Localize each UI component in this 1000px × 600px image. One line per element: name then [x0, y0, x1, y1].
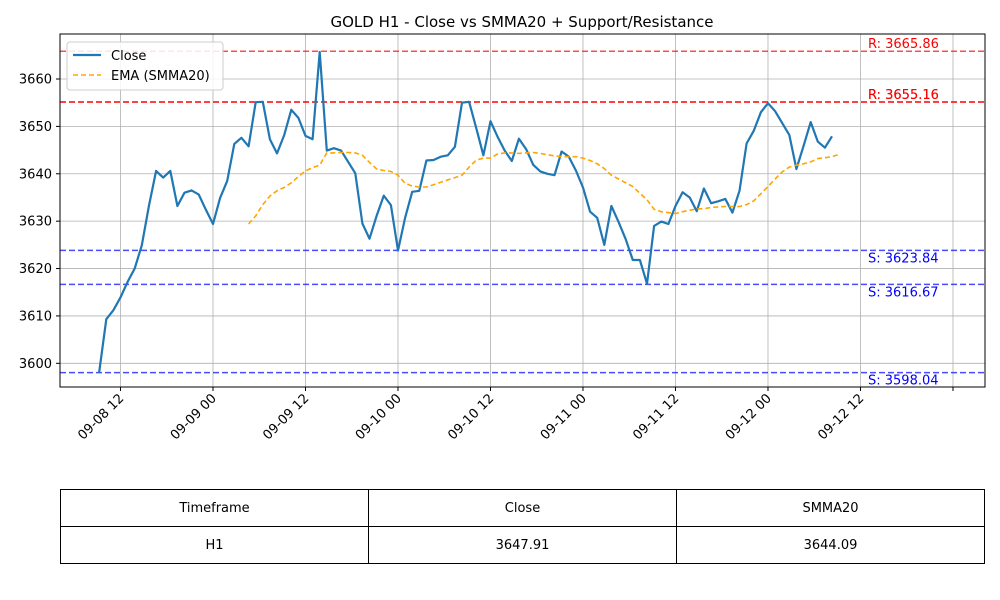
- x-tick-label: 09-10 00: [353, 391, 405, 443]
- x-axis: 09-08 12 09-09 00 09-09 12 09-10 00 09-10 12…: [75, 387, 954, 443]
- y-tick-label: 3650: [19, 120, 52, 135]
- grid: [60, 34, 985, 387]
- legend: Close EMA (SMMA20): [66, 41, 224, 91]
- legend-label-ema: EMA (SMMA20): [111, 69, 210, 84]
- plot-frame: [59, 33, 986, 388]
- x-tick-label: 09-10 12: [445, 391, 497, 443]
- x-tick-label: 09-09 12: [260, 391, 312, 443]
- support-label: S: 3623.84: [868, 251, 939, 266]
- resistance-label: R: 3655.16: [868, 88, 939, 103]
- table-cell-timeframe: H1: [60, 526, 369, 564]
- y-axis: 3600 3610 3620 3630 3640 3650 3660: [19, 73, 60, 372]
- summary-table: Timeframe Close SMMA20 H1 3647.91 3644.0…: [60, 489, 985, 564]
- table-row: H1 3647.91 3644.09: [60, 526, 985, 564]
- smma20-series-line: [247, 151, 840, 225]
- series-lines: [98, 50, 840, 373]
- support-label: S: 3598.04: [868, 374, 939, 389]
- y-tick-label: 3660: [19, 73, 52, 88]
- close-series-line: [98, 50, 833, 373]
- x-tick-label: 09-08 12: [75, 391, 127, 443]
- chart-title: GOLD H1 - Close vs SMMA20 + Support/Resi…: [330, 13, 713, 31]
- table-cell-smma20: 3644.09: [676, 526, 985, 564]
- x-tick-label: 09-12 00: [723, 391, 775, 443]
- x-tick-label: 09-11 12: [630, 391, 682, 443]
- table-header-cell: Timeframe: [60, 489, 369, 527]
- table-header-row: Timeframe Close SMMA20: [60, 489, 985, 527]
- table-cell-close: 3647.91: [368, 526, 677, 564]
- legend-box: [66, 41, 224, 91]
- x-tick-label: 09-09 00: [168, 391, 220, 443]
- x-tick-label: 09-12 12: [815, 391, 867, 443]
- table-header-cell: SMMA20: [676, 489, 985, 527]
- y-tick-label: 3610: [19, 309, 52, 324]
- support-label: S: 3616.67: [868, 285, 939, 300]
- legend-label-close: Close: [111, 49, 146, 64]
- y-tick-label: 3620: [19, 262, 52, 277]
- table-header-cell: Close: [368, 489, 677, 527]
- y-tick-label: 3630: [19, 215, 52, 230]
- support-resistance-lines: [60, 50, 985, 374]
- y-tick-label: 3640: [19, 167, 52, 182]
- y-tick-label: 3600: [19, 357, 52, 372]
- resistance-label: R: 3655.16: [868, 88, 939, 103]
- x-tick-label: 09-11 00: [538, 391, 590, 443]
- resistance-label: R: 3665.86: [868, 37, 939, 52]
- support-resistance-labels: R: 3665.86R: 3655.16R: 3655.16S: 3623.84…: [868, 37, 939, 388]
